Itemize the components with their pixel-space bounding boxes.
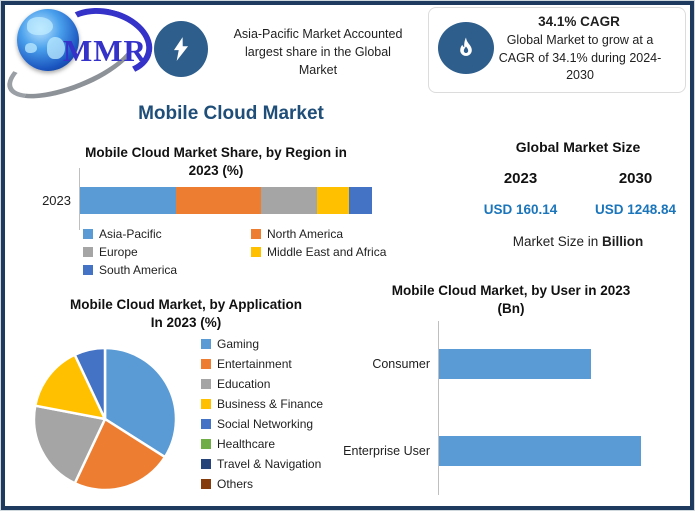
region-axis-label: 2023 <box>42 193 71 208</box>
legend-label: Entertainment <box>217 356 292 371</box>
market-size-year-2023: 2023 <box>503 170 538 187</box>
legend-swatch-europe <box>83 246 93 257</box>
legend-item-others: Others <box>201 476 351 491</box>
legend-swatch-travel-navigation <box>201 458 211 469</box>
legend-swatch-others <box>201 478 211 489</box>
legend-swatch-entertainment <box>201 358 211 369</box>
user-category-enterprise: Enterprise User <box>343 444 430 458</box>
bar-segment-north-america <box>176 187 262 214</box>
bolt-icon <box>154 21 208 77</box>
pie-slice-education <box>32 404 107 485</box>
region-chart-title: Mobile Cloud Market Share, by Region in … <box>85 145 347 179</box>
user-bar-track-consumer <box>439 349 641 379</box>
legend-swatch-north-america <box>251 228 261 239</box>
user-chart-axis <box>438 321 439 495</box>
legend-item-business-finance: Business & Finance <box>201 396 351 411</box>
application-pie <box>32 346 178 492</box>
legend-label: Travel & Navigation <box>217 456 322 471</box>
legend-swatch-business-finance <box>201 398 211 409</box>
region-chart-axis <box>79 168 80 230</box>
legend-label: Education <box>217 376 271 391</box>
cagr-title: 34.1% CAGR <box>538 14 620 29</box>
legend-swatch-education <box>201 378 211 389</box>
market-size-note: Market Size in Billion <box>463 234 693 249</box>
application-legend: Gaming Entertainment Education Business & F… <box>201 336 351 491</box>
bar-segment-europe <box>261 187 317 214</box>
market-size-value-2030: USD 1248.84 <box>594 202 677 217</box>
bar-segment-asia-pacific <box>80 187 177 214</box>
legend-item-social-networking: Social Networking <box>201 416 351 431</box>
highlight-asia-pacific-text: Asia-Pacific Market Accounted largest sh… <box>233 27 403 78</box>
user-bar-consumer <box>439 349 591 379</box>
bar-segment-middle-east-and-africa <box>316 187 349 214</box>
market-size-note-unit: Billion <box>602 234 644 249</box>
legend-label: Gaming <box>217 336 260 351</box>
legend-swatch-asia-pacific <box>83 228 93 239</box>
market-size-years: 2023 2030 <box>463 170 693 187</box>
user-chart-title: Mobile Cloud Market, by User in 2023 (Bn… <box>391 283 631 317</box>
logo-text: MMR <box>63 33 147 68</box>
bar-segment-south-america <box>348 187 372 214</box>
legend-item-middle-east-and-africa: Middle East and Africa <box>251 244 413 259</box>
legend-swatch-healthcare <box>201 438 211 449</box>
user-category-consumer: Consumer <box>372 357 430 371</box>
pie-slice-social-networking <box>73 346 107 421</box>
legend-item-education: Education <box>201 376 351 391</box>
legend-item-north-america: North America <box>251 226 413 241</box>
legend-item-asia-pacific: Asia-Pacific <box>83 226 251 241</box>
mmr-logo: MMR <box>1 1 160 113</box>
legend-label: Asia-Pacific <box>99 226 162 241</box>
legend-swatch-gaming <box>201 338 211 349</box>
legend-label: Healthcare <box>217 436 276 451</box>
legend-item-travel-navigation: Travel & Navigation <box>201 456 351 471</box>
market-size-title: Global Market Size <box>515 139 641 155</box>
legend-label: North America <box>267 226 344 241</box>
globe-icon <box>17 9 79 71</box>
legend-item-south-america: South America <box>83 262 251 277</box>
legend-label: Europe <box>99 244 138 259</box>
market-size-value-2023: USD 160.14 <box>483 202 558 217</box>
region-stacked-bar <box>80 187 372 214</box>
cagr-box <box>428 7 686 93</box>
market-size-note-prefix: Market Size in <box>512 234 603 249</box>
flame-icon <box>438 22 494 74</box>
application-chart-title: Mobile Cloud Market, by Application In 2… <box>69 297 302 331</box>
market-size-year-2030: 2030 <box>618 170 653 187</box>
legend-swatch-south-america <box>83 264 93 275</box>
legend-item-healthcare: Healthcare <box>201 436 351 451</box>
region-legend: Asia-Pacific North America Europe Middle Ea… <box>83 226 413 277</box>
legend-swatch-middle-east-and-africa <box>251 246 261 257</box>
page-title: Mobile Cloud Market <box>138 103 324 124</box>
legend-label: South America <box>99 262 178 277</box>
legend-label: Business & Finance <box>217 396 324 411</box>
legend-swatch-social-networking <box>201 418 211 429</box>
user-bar-enterprise <box>439 436 641 466</box>
cagr-text: Global Market to grow at a CAGR of 34.1%… <box>498 33 662 82</box>
market-size-values: USD 160.14 USD 1248.84 <box>463 202 693 217</box>
legend-label: Middle East and Africa <box>267 244 387 259</box>
legend-item-gaming: Gaming <box>201 336 351 351</box>
pie-slice-business-finance <box>34 353 107 421</box>
legend-label: Social Networking <box>217 416 314 431</box>
legend-item-entertainment: Entertainment <box>201 356 351 371</box>
user-bar-track-enterprise <box>439 436 641 466</box>
legend-label: Others <box>217 476 254 491</box>
legend-item-europe: Europe <box>83 244 251 259</box>
